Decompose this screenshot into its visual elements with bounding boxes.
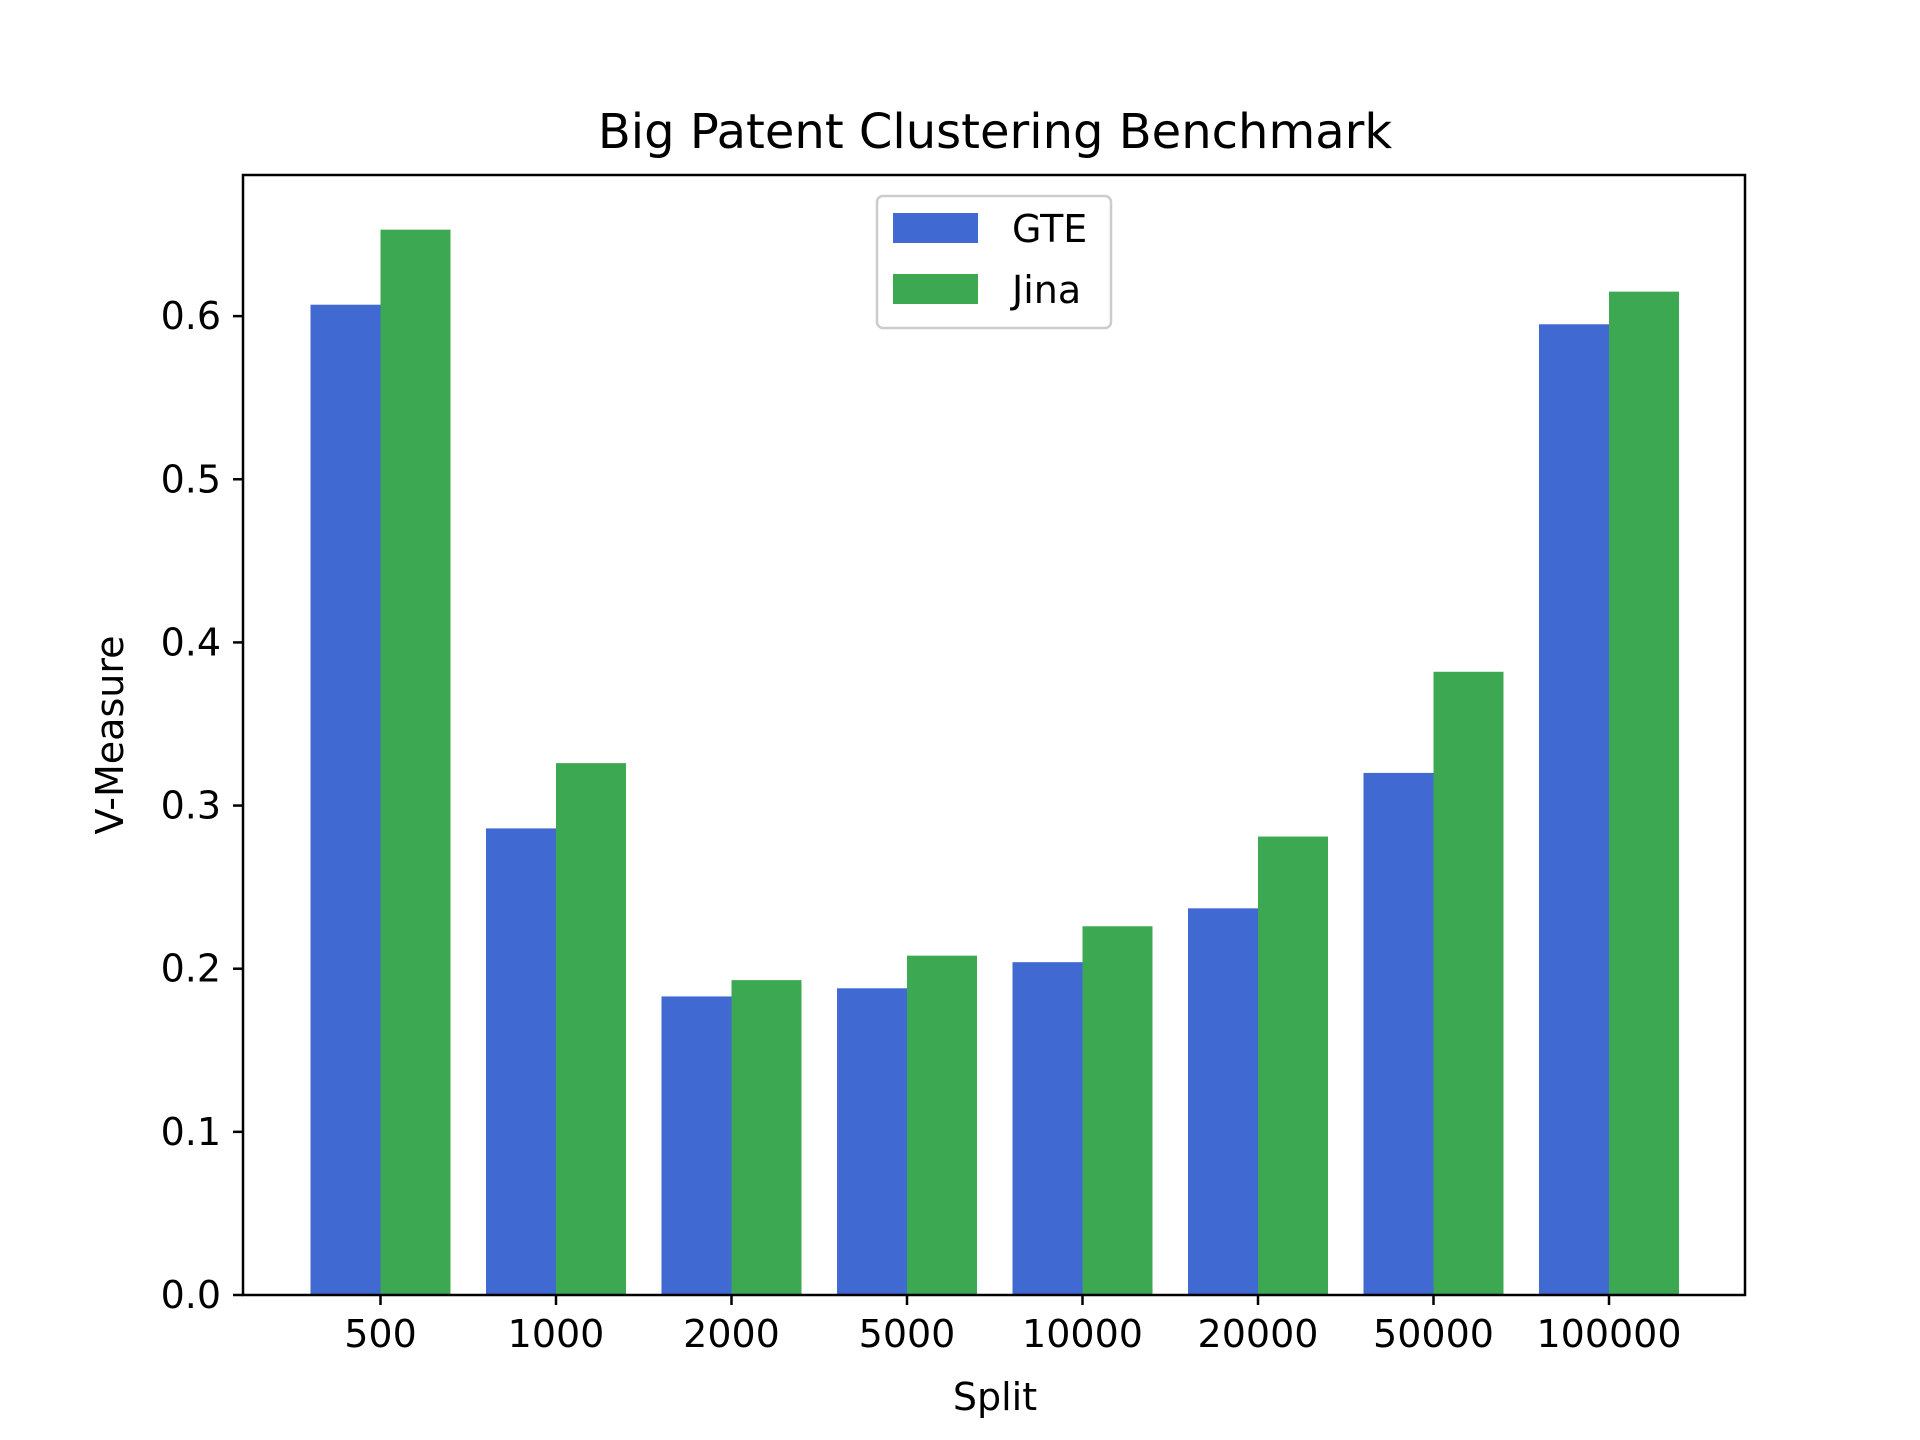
bar-gte-5000 [837,988,907,1295]
bar-gte-10000 [1013,962,1083,1295]
legend-swatch-gte [893,213,978,243]
chart-title: Big Patent Clustering Benchmark [598,104,1393,160]
x-axis-label: Split [953,1375,1037,1419]
legend: GTE Jina [877,196,1111,328]
bar-jina-50000 [1434,672,1504,1295]
bar-gte-50000 [1364,773,1434,1295]
bar-jina-100000 [1609,292,1679,1295]
x-tick-label-500: 500 [344,1312,417,1356]
y-tick-label-0.3: 0.3 [161,784,221,828]
y-tick-label-0.5: 0.5 [161,457,221,501]
x-tick-label-50000: 50000 [1373,1312,1494,1356]
bar-jina-20000 [1258,837,1328,1295]
legend-label-gte: GTE [1012,207,1087,251]
y-tick-label-0.4: 0.4 [161,620,221,664]
y-axis-label: V-Measure [88,636,132,835]
legend-label-jina: Jina [1010,268,1081,312]
bar-jina-10000 [1083,926,1153,1295]
x-tick-label-100000: 100000 [1536,1312,1681,1356]
y-tick-label-0.6: 0.6 [161,294,221,338]
bar-gte-1000 [486,828,556,1295]
x-tick-label-10000: 10000 [1022,1312,1143,1356]
legend-swatch-jina [893,274,978,304]
y-tick-label-0.0: 0.0 [161,1273,221,1317]
x-tick-label-1000: 1000 [508,1312,605,1356]
bar-jina-2000 [732,980,802,1295]
y-tick-label-0.1: 0.1 [161,1110,221,1154]
bar-gte-500 [311,305,381,1295]
x-tick-label-2000: 2000 [683,1312,780,1356]
x-tick-label-20000: 20000 [1198,1312,1319,1356]
bar-jina-5000 [907,956,977,1295]
bar-gte-100000 [1539,324,1609,1295]
y-tick-label-0.2: 0.2 [161,947,221,991]
bar-jina-500 [381,230,451,1295]
bar-jina-1000 [556,763,626,1295]
bar-gte-20000 [1188,908,1258,1295]
bar-gte-2000 [662,996,732,1295]
x-tick-label-5000: 5000 [859,1312,956,1356]
